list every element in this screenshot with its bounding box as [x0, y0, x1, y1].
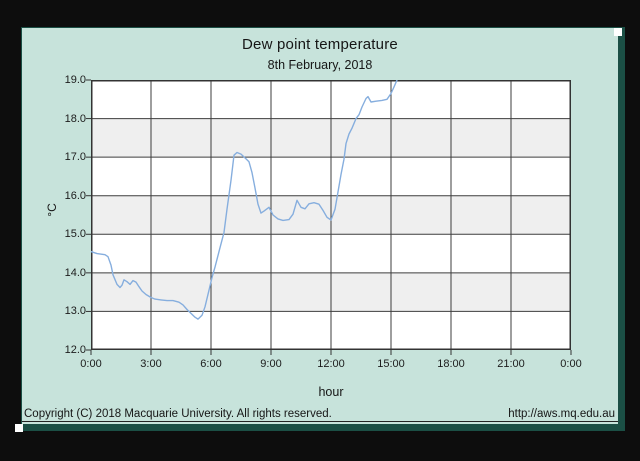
footer-bar: Copyright (C) 2018 Macquarie University.…: [22, 408, 618, 422]
footer-url: http://aws.mq.edu.au: [508, 408, 615, 420]
y-tick-label: 18.0: [64, 112, 86, 125]
x-tick-label: 6:00: [200, 358, 222, 370]
selection-handle-bottom-left[interactable]: [15, 424, 23, 432]
y-tick-label: 16.0: [64, 189, 86, 202]
x-tick-label: 0:00: [560, 358, 582, 370]
y-tick-label: 17.0: [64, 151, 86, 164]
y-tick-label: 19.0: [64, 74, 86, 86]
dew-point-line-chart: [86, 79, 572, 355]
plot-border: [91, 80, 571, 350]
x-tick-label: 18:00: [437, 358, 465, 370]
x-tick-label: 9:00: [260, 358, 282, 370]
dew-point-series-line: [91, 80, 398, 320]
x-axis-title: hour: [318, 385, 344, 399]
x-tick-label: 12:00: [317, 358, 345, 370]
x-tick-label: 21:00: [497, 358, 525, 370]
y-tick-label: 14.0: [64, 266, 86, 279]
x-tick-label: 15:00: [377, 358, 405, 370]
y-tick-label: 15.0: [64, 228, 86, 241]
chart-subtitle: 8th February, 2018: [267, 58, 373, 72]
selection-handle-top-right[interactable]: [614, 28, 622, 36]
y-tick-label: 12.0: [64, 344, 86, 356]
footer-copyright: Copyright (C) 2018 Macquarie University.…: [24, 408, 332, 420]
y-axis-title: °C: [45, 203, 59, 217]
y-tick-label: 13.0: [64, 305, 86, 318]
x-tick-label: 0:00: [80, 358, 102, 370]
x-tick-label: 3:00: [140, 358, 162, 370]
chart-title: Dew point temperature: [242, 36, 398, 53]
